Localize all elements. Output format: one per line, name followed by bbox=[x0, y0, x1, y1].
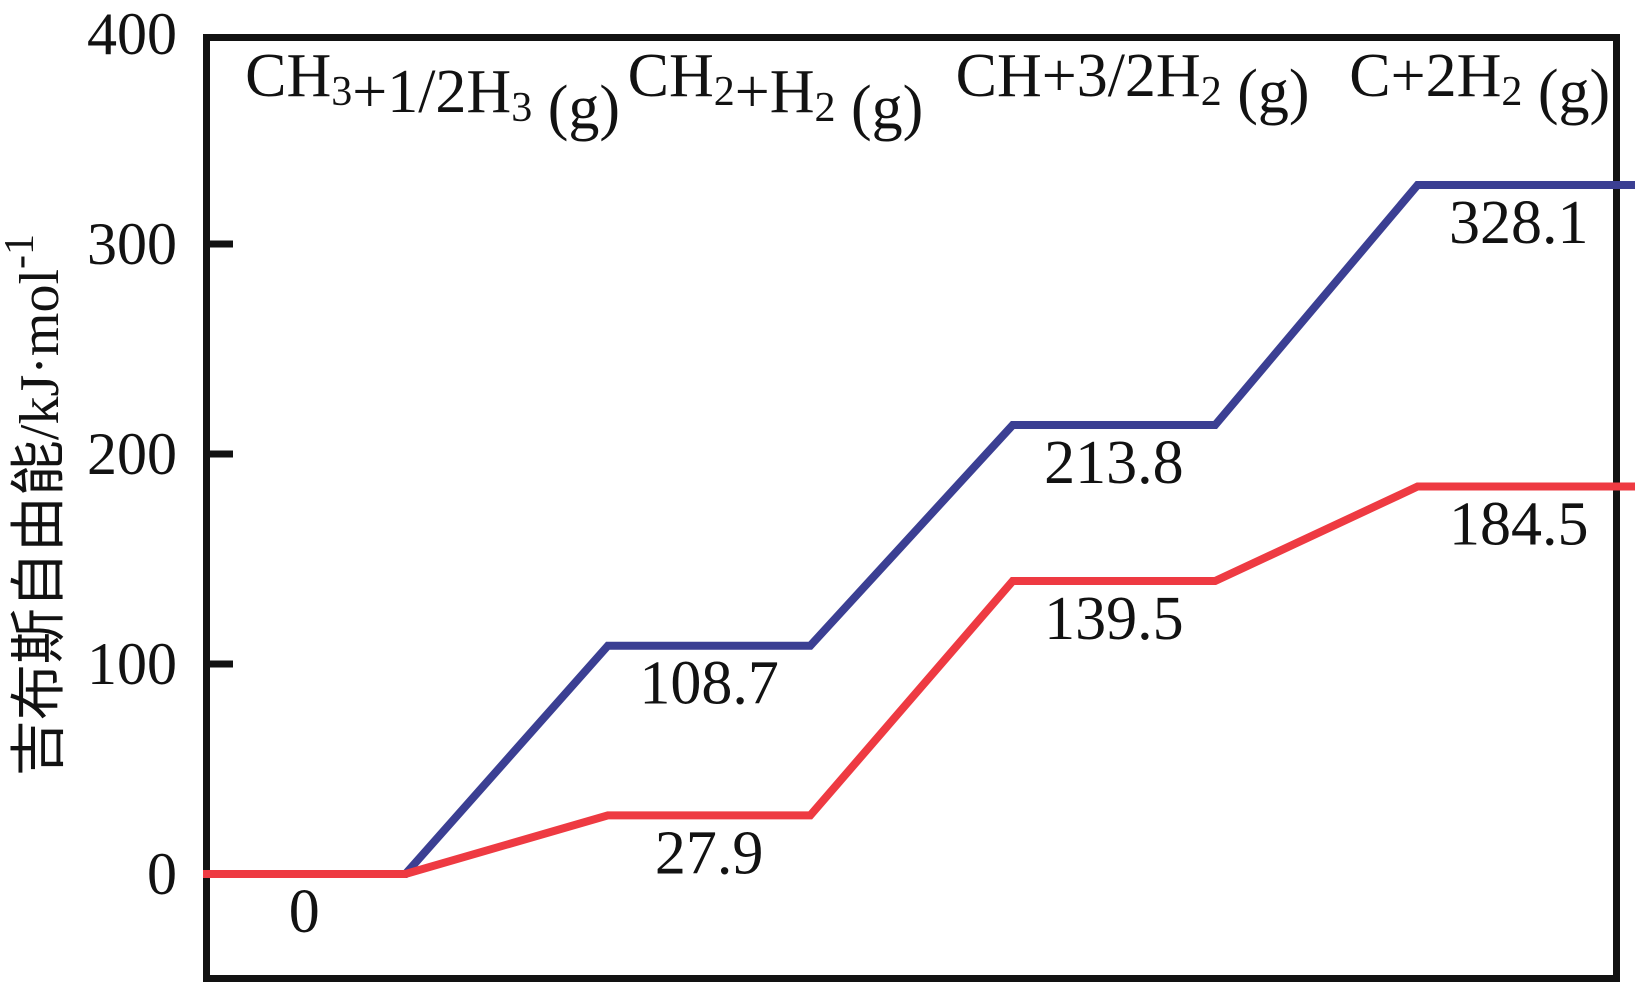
value-label-lower-red-2: 139.5 bbox=[1044, 585, 1184, 653]
value-label-upper-blue-1: 108.7 bbox=[639, 650, 779, 718]
y-tick-label: 0 bbox=[147, 841, 177, 907]
plot-border bbox=[203, 34, 1620, 982]
value-label-lower-red-3: 184.5 bbox=[1449, 491, 1589, 559]
value-label-upper-blue-3: 328.1 bbox=[1449, 189, 1589, 257]
energy-line-upper-blue bbox=[203, 180, 1635, 878]
category-label-1: CH3+1/2H3 (g) bbox=[245, 42, 620, 142]
value-label-lower-red-1: 27.9 bbox=[655, 819, 764, 887]
value-label-upper-blue-2: 213.8 bbox=[1044, 429, 1184, 497]
value-label-zero: 0 bbox=[289, 878, 320, 946]
category-label-2: CH2+H2 (g) bbox=[628, 42, 924, 142]
y-axis-title: 吉布斯自由能/kJ·mol-1 bbox=[0, 234, 71, 776]
y-tick-label: 200 bbox=[87, 421, 177, 487]
y-tick-label: 400 bbox=[87, 1, 177, 67]
category-label-4: C+2H2 (g) bbox=[1349, 42, 1610, 126]
energy-line-lower-red bbox=[203, 482, 1635, 878]
category-label-3: CH+3/2H2 (g) bbox=[956, 42, 1310, 126]
y-tick-label: 100 bbox=[87, 631, 177, 697]
y-tick-label: 300 bbox=[87, 211, 177, 277]
